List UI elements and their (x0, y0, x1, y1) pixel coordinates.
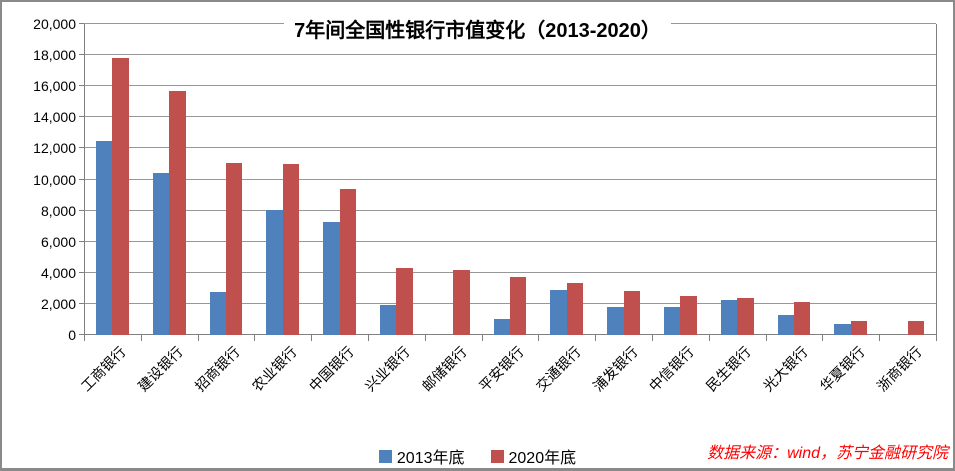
bar-2013年底-平安银行 (493, 319, 510, 335)
y-axis-tick (79, 116, 84, 118)
bar-2013年底-建设银行 (152, 173, 170, 335)
y-axis-tick-label: 2,000 (40, 295, 76, 312)
y-axis-tick-label: 18,000 (33, 47, 76, 64)
y-axis-tick (79, 302, 84, 304)
bar-2020年底-工商银行 (112, 58, 129, 335)
y-axis-tick-label: 10,000 (33, 171, 76, 188)
category-浦发银行 (595, 24, 652, 335)
legend-swatch-2020 (490, 449, 504, 463)
bar-2013年底-兴业银行 (379, 304, 397, 335)
bar-2020年底-建设银行 (169, 90, 186, 335)
x-axis-tick (254, 335, 256, 341)
x-axis-tick (311, 335, 313, 341)
gridline (84, 147, 936, 149)
y-axis-tick (79, 85, 84, 87)
x-axis-tick (424, 335, 426, 341)
category-平安银行 (482, 24, 539, 335)
legend-item-2013: 2013年底 (378, 444, 465, 468)
y-axis-tick-label: 12,000 (33, 140, 76, 157)
x-axis-tick (708, 335, 710, 341)
y-axis-tick-label: 14,000 (33, 109, 76, 126)
y-axis-tick (79, 23, 84, 24)
y-axis-tick-label: 20,000 (33, 16, 76, 32)
bar-2020年底-农业银行 (282, 163, 300, 335)
x-axis-tick (765, 335, 767, 341)
x-axis-tick (595, 335, 597, 341)
x-axis-tick (481, 335, 483, 341)
bar-2020年底-邮储银行 (453, 270, 470, 335)
bar-2020年底-光大银行 (793, 301, 811, 335)
bar-2020年底-华夏银行 (850, 321, 868, 335)
x-axis-tick (822, 335, 824, 341)
bar-2020年底-浦发银行 (623, 290, 641, 335)
legend: 2013年底 2020年底 (2, 444, 953, 468)
bar-2013年底-农业银行 (266, 209, 283, 335)
category-兴业银行 (368, 24, 425, 335)
y-axis-tick-label: 0 (68, 327, 76, 343)
bar-2013年底-交通银行 (550, 289, 567, 335)
bar-2013年底-中信银行 (663, 307, 681, 335)
x-axis-tick (538, 335, 540, 341)
category-浙商银行 (879, 24, 936, 335)
y-axis-tick-label: 16,000 (33, 78, 76, 95)
y-axis-tick (79, 54, 84, 56)
bar-2020年底-民生银行 (737, 298, 754, 335)
legend-item-2020: 2020年底 (490, 444, 577, 468)
category-邮储银行 (425, 24, 482, 335)
bar-2020年底-交通银行 (566, 282, 584, 335)
gridline (84, 54, 936, 56)
y-axis-tick-label: 4,000 (40, 264, 76, 281)
y-axis-tick-label: 8,000 (40, 202, 76, 219)
category-工商银行 (84, 24, 141, 335)
legend-label-2020: 2020年底 (508, 450, 577, 467)
category-建设银行 (141, 24, 198, 335)
legend-swatch-2013 (378, 449, 392, 463)
bar-2013年底-招商银行 (209, 292, 226, 335)
bar-2013年底-中国银行 (323, 221, 340, 335)
category-民生银行 (709, 24, 766, 335)
x-axis-tick (197, 335, 199, 341)
bar-2020年底-兴业银行 (396, 268, 413, 335)
category-光大银行 (766, 24, 823, 335)
y-axis-tick (79, 209, 84, 211)
y-axis-tick (79, 240, 84, 242)
x-axis-tick (652, 335, 653, 341)
gridline (84, 240, 936, 242)
y-axis-tick-label: 6,000 (40, 233, 76, 250)
category-中国银行 (311, 24, 368, 335)
bar-2020年底-招商银行 (225, 163, 243, 335)
category-农业银行 (254, 24, 311, 335)
bar-2013年底-华夏银行 (834, 324, 851, 335)
gridline (84, 85, 936, 87)
x-axis-tick (879, 335, 881, 341)
category-华夏银行 (822, 24, 879, 335)
y-axis-tick (79, 334, 84, 335)
y-axis-line (84, 24, 85, 341)
y-axis-tick (79, 147, 84, 149)
gridline (84, 178, 936, 180)
legend-label-2013: 2013年底 (396, 450, 465, 467)
bar-2020年底-中信银行 (680, 296, 697, 335)
category-中信银行 (652, 24, 709, 335)
gridline (84, 209, 936, 211)
y-axis-tick (79, 178, 84, 180)
gridline (84, 271, 936, 273)
bar-2020年底-平安银行 (509, 277, 527, 335)
plot-right-border (936, 24, 937, 341)
y-axis-tick (79, 271, 84, 273)
bar-2013年底-工商银行 (95, 140, 113, 335)
bar-2020年底-浙商银行 (907, 321, 925, 335)
category-招商银行 (198, 24, 255, 335)
x-axis-tick (368, 335, 369, 341)
category-交通银行 (538, 24, 595, 335)
bar-2013年底-浦发银行 (607, 307, 624, 335)
bar-2013年底-民生银行 (720, 300, 738, 335)
gridline (84, 116, 936, 118)
x-axis-tick (140, 335, 142, 341)
source-note: 数据来源：wind，苏宁金融研究院 (707, 445, 948, 462)
bar-2020年底-中国银行 (339, 188, 357, 335)
bar-2013年底-光大银行 (777, 314, 794, 335)
